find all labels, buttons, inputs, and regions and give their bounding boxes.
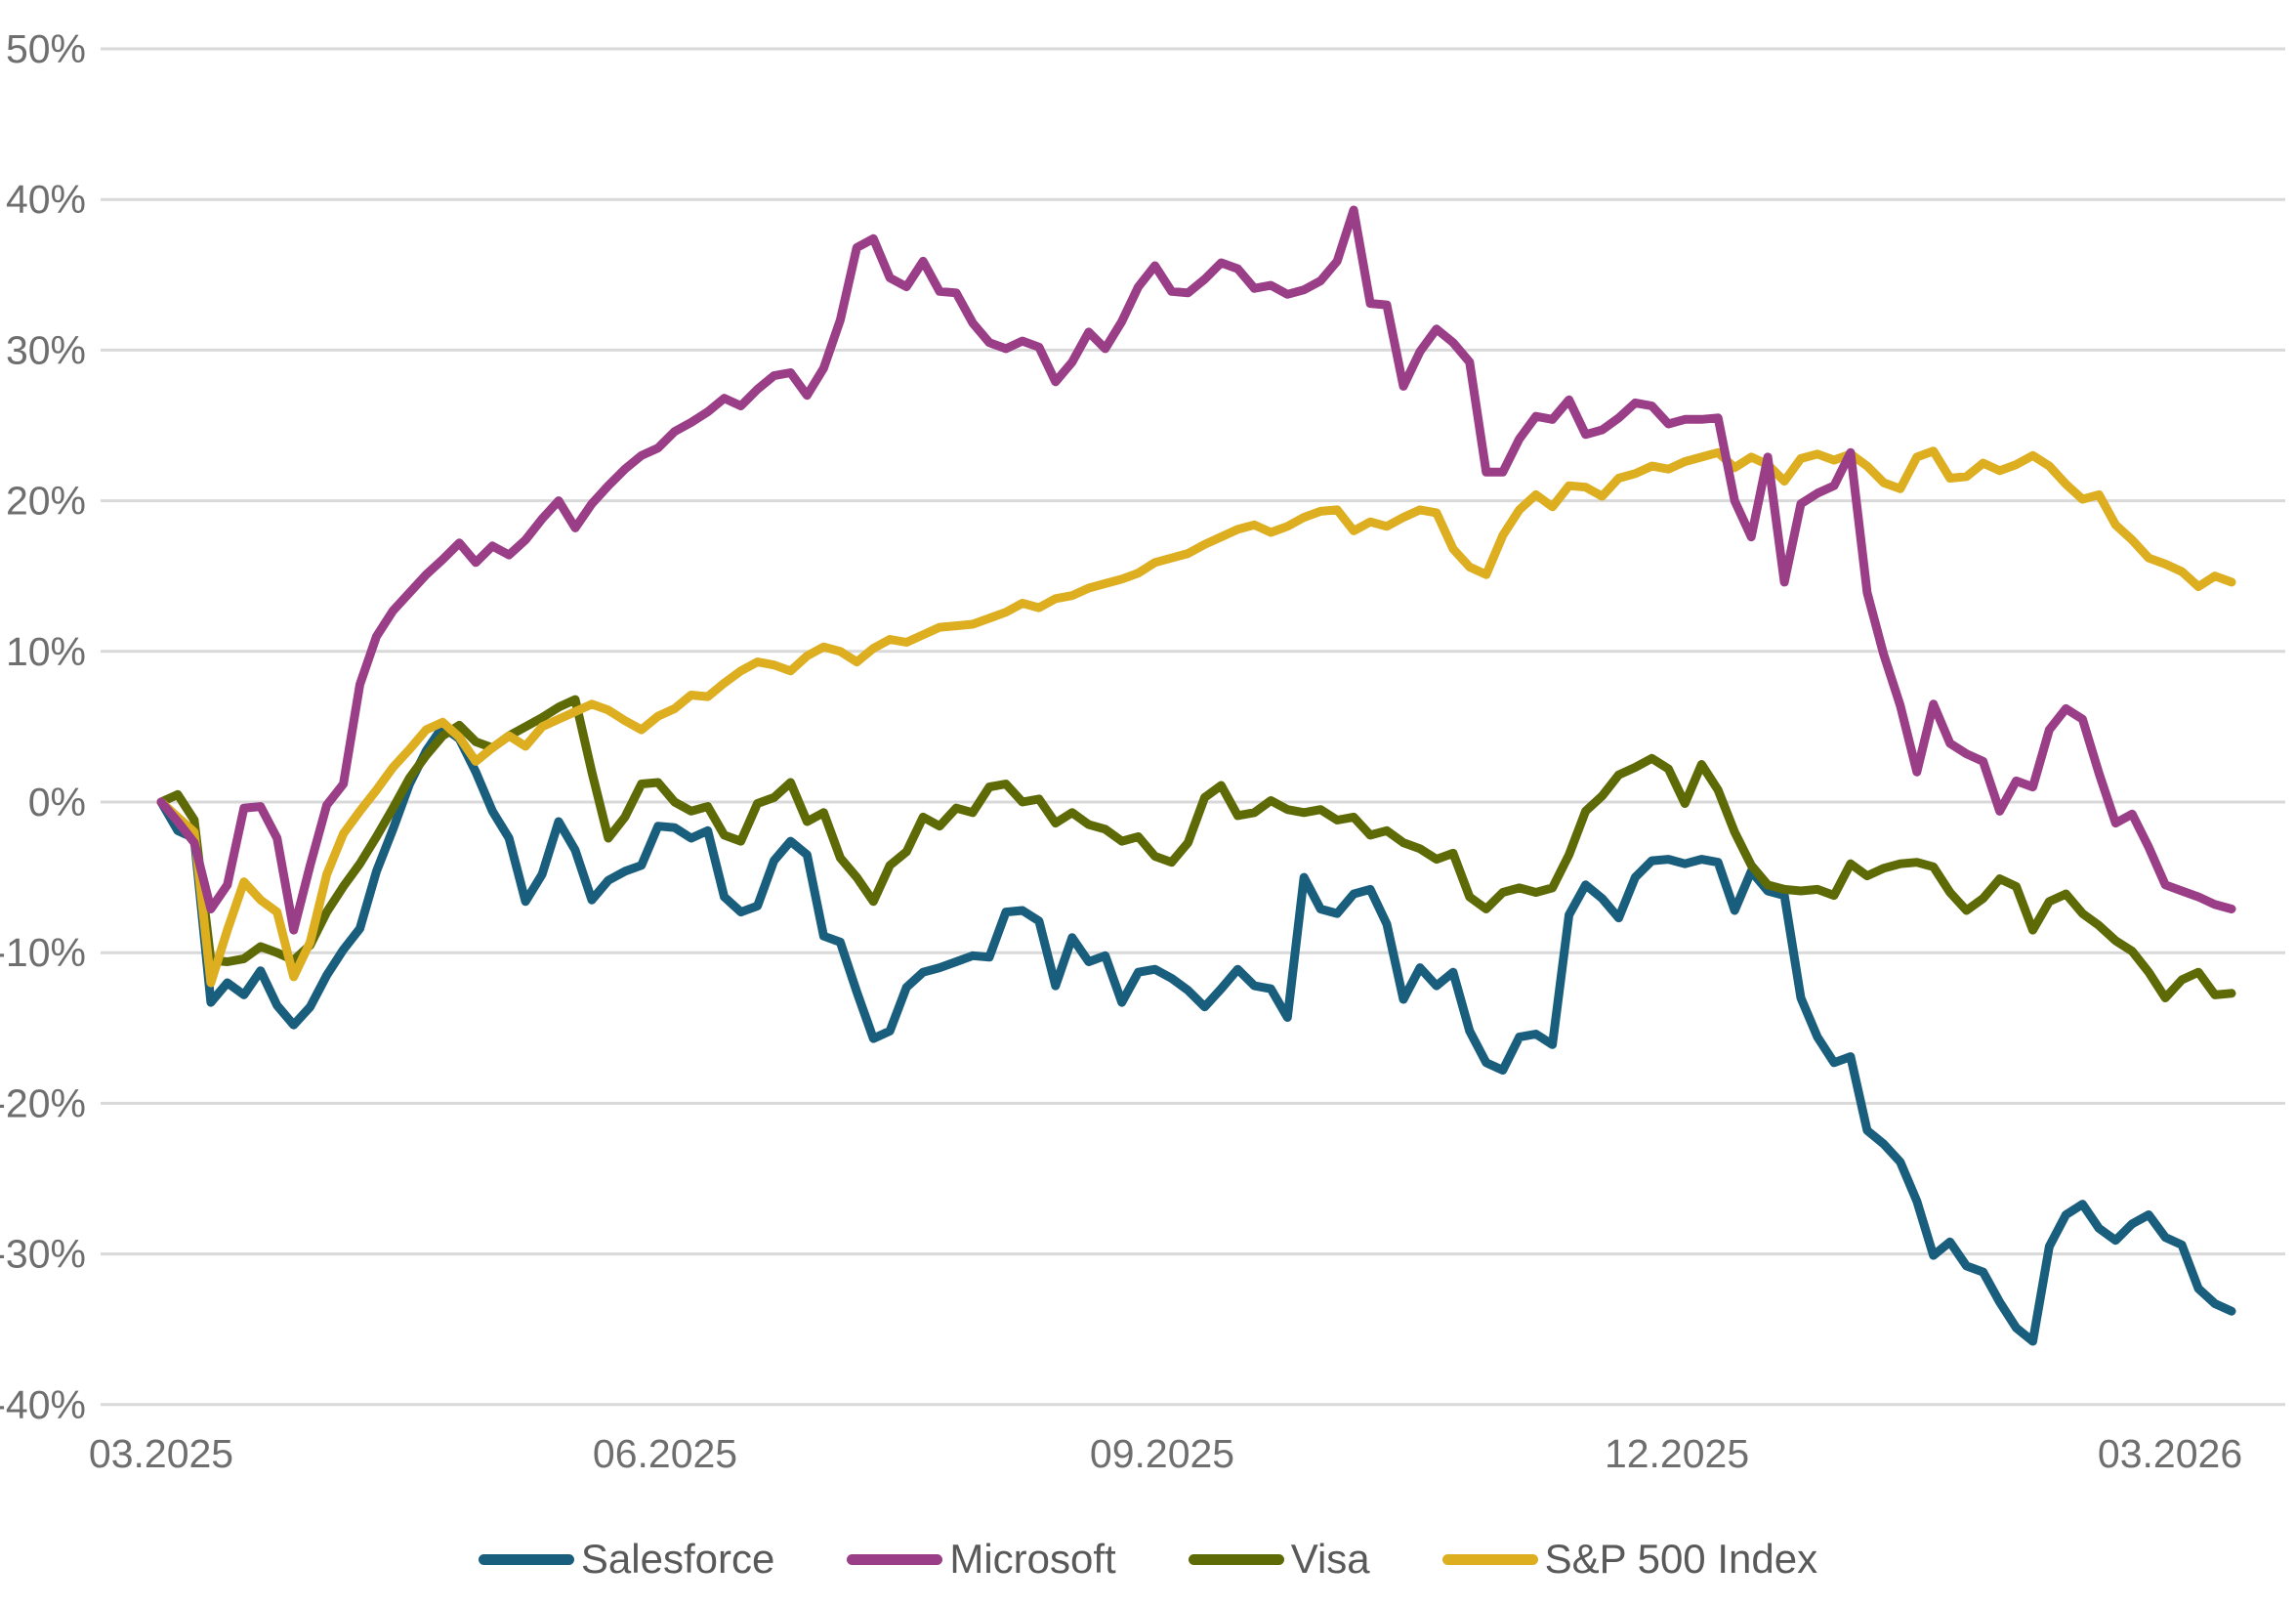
- series-line-s-p-500-index: [156, 446, 2236, 988]
- x-tick-label: 06.2025: [593, 1431, 737, 1476]
- y-tick-label: 40%: [6, 177, 86, 222]
- legend-item-visa: Visa: [1188, 1536, 1370, 1582]
- y-tick-label: -40%: [0, 1382, 86, 1427]
- series-line-microsoft: [156, 205, 2236, 935]
- y-axis-labels: 50% 40% 30% 20% 10% 0% -10% -20% -30% -40%: [0, 26, 86, 1427]
- legend-label: Salesforce: [580, 1536, 775, 1582]
- legend-swatch-icon: [847, 1553, 943, 1565]
- x-tick-label: 03.2025: [89, 1431, 233, 1476]
- y-tick-label: 10%: [6, 629, 86, 674]
- gridlines: [101, 47, 2285, 1407]
- y-tick-label: -10%: [0, 930, 86, 975]
- legend-item-salesforce: Salesforce: [478, 1536, 775, 1582]
- y-tick-label: 20%: [6, 479, 86, 524]
- y-tick-label: 30%: [6, 327, 86, 372]
- legend-swatch-icon: [1441, 1553, 1538, 1565]
- legend-label: Visa: [1290, 1536, 1370, 1582]
- legend-swatch-icon: [1188, 1553, 1284, 1565]
- x-tick-label: 12.2025: [1605, 1431, 1749, 1476]
- legend-label: Microsoft: [949, 1536, 1116, 1582]
- legend-item-s-p-500-index: S&P 500 Index: [1441, 1536, 1818, 1582]
- legend-item-microsoft: Microsoft: [847, 1536, 1116, 1582]
- y-tick-label: 0%: [28, 780, 86, 825]
- legend-label: S&P 500 Index: [1544, 1536, 1818, 1582]
- y-tick-label: 50%: [6, 26, 86, 71]
- x-tick-label: 03.2026: [2098, 1431, 2242, 1476]
- series-line-salesforce: [156, 722, 2236, 1346]
- legend-swatch-icon: [478, 1553, 574, 1565]
- y-tick-label: -20%: [0, 1080, 86, 1125]
- x-tick-label: 09.2025: [1090, 1431, 1234, 1476]
- x-axis-labels: 03.2025 06.2025 09.2025 12.2025 03.2026: [89, 1431, 2242, 1476]
- chart-legend: Salesforce Microsoft Visa S&P 500 Index: [0, 1520, 2296, 1598]
- y-tick-label: -30%: [0, 1232, 86, 1277]
- series-lines: [156, 205, 2236, 1346]
